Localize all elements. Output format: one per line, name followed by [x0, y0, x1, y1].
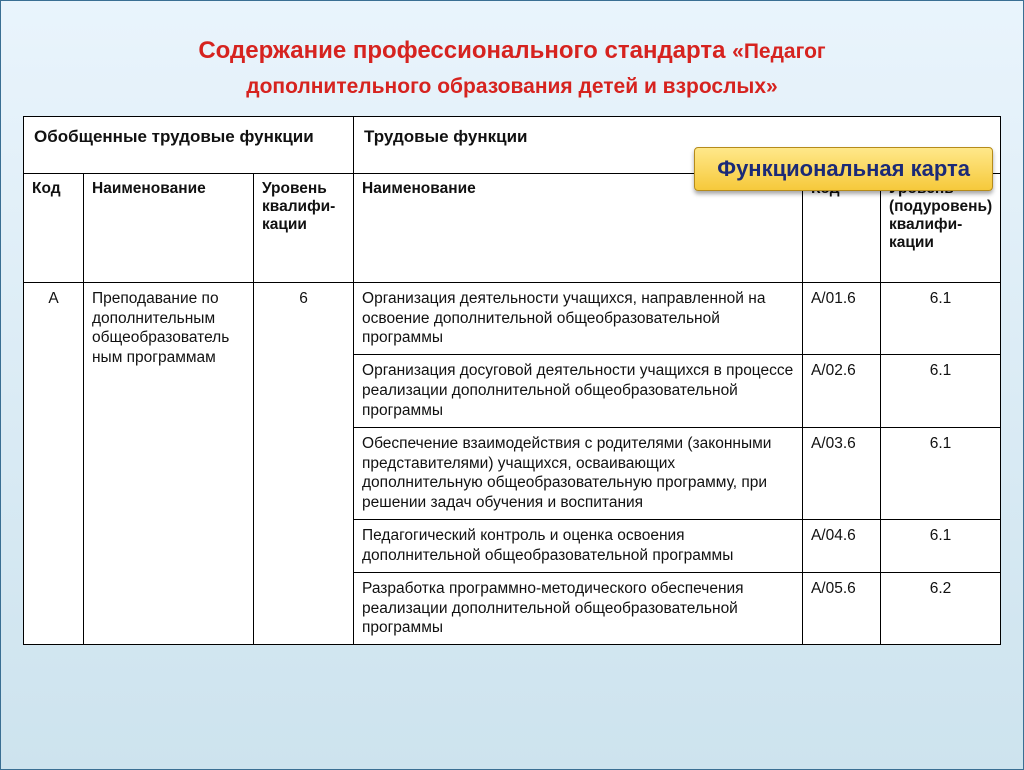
func-level: 6.1: [880, 427, 1000, 519]
func-code: A/03.6: [802, 427, 880, 519]
func-code: A/04.6: [802, 520, 880, 573]
functions-table: Обобщенные трудовые функции Трудовые фун…: [23, 116, 1001, 645]
func-level: 6.1: [880, 282, 1000, 354]
table-row: A Преподавание по дополнительным общеобр…: [24, 282, 1001, 354]
func-code: A/05.6: [802, 572, 880, 644]
group-name: Преподавание по дополнительным общеобраз…: [84, 282, 254, 644]
functional-map-badge: Функциональная карта: [694, 147, 993, 191]
col-level: Уровень квалифи-кации: [254, 173, 354, 282]
col-code: Код: [24, 173, 84, 282]
func-level: 6.1: [880, 355, 1000, 427]
slide-page: Содержание профессионального стандарта «…: [0, 0, 1024, 770]
title-part-1: Содержание профессионального стандарта: [198, 37, 732, 64]
func-name: Организация деятельности учащихся, напра…: [354, 282, 803, 354]
slide-title: Содержание профессионального стандарта «…: [23, 35, 1001, 102]
func-name: Разработка программно-методического обес…: [354, 572, 803, 644]
title-part-2: «Педагог: [732, 40, 826, 63]
func-level: 6.1: [880, 520, 1000, 573]
func-code: A/01.6: [802, 282, 880, 354]
func-level: 6.2: [880, 572, 1000, 644]
col-name: Наименование: [84, 173, 254, 282]
func-name: Обеспечение взаимодействия с родителями …: [354, 427, 803, 519]
group-level: 6: [254, 282, 354, 644]
group-code: A: [24, 282, 84, 644]
func-code: A/02.6: [802, 355, 880, 427]
func-name: Организация досуговой деятельности учащи…: [354, 355, 803, 427]
group-header-left: Обобщенные трудовые функции: [24, 116, 354, 173]
func-name: Педагогический контроль и оценка освоени…: [354, 520, 803, 573]
title-line-2: дополнительного образования детей и взро…: [23, 73, 1001, 101]
